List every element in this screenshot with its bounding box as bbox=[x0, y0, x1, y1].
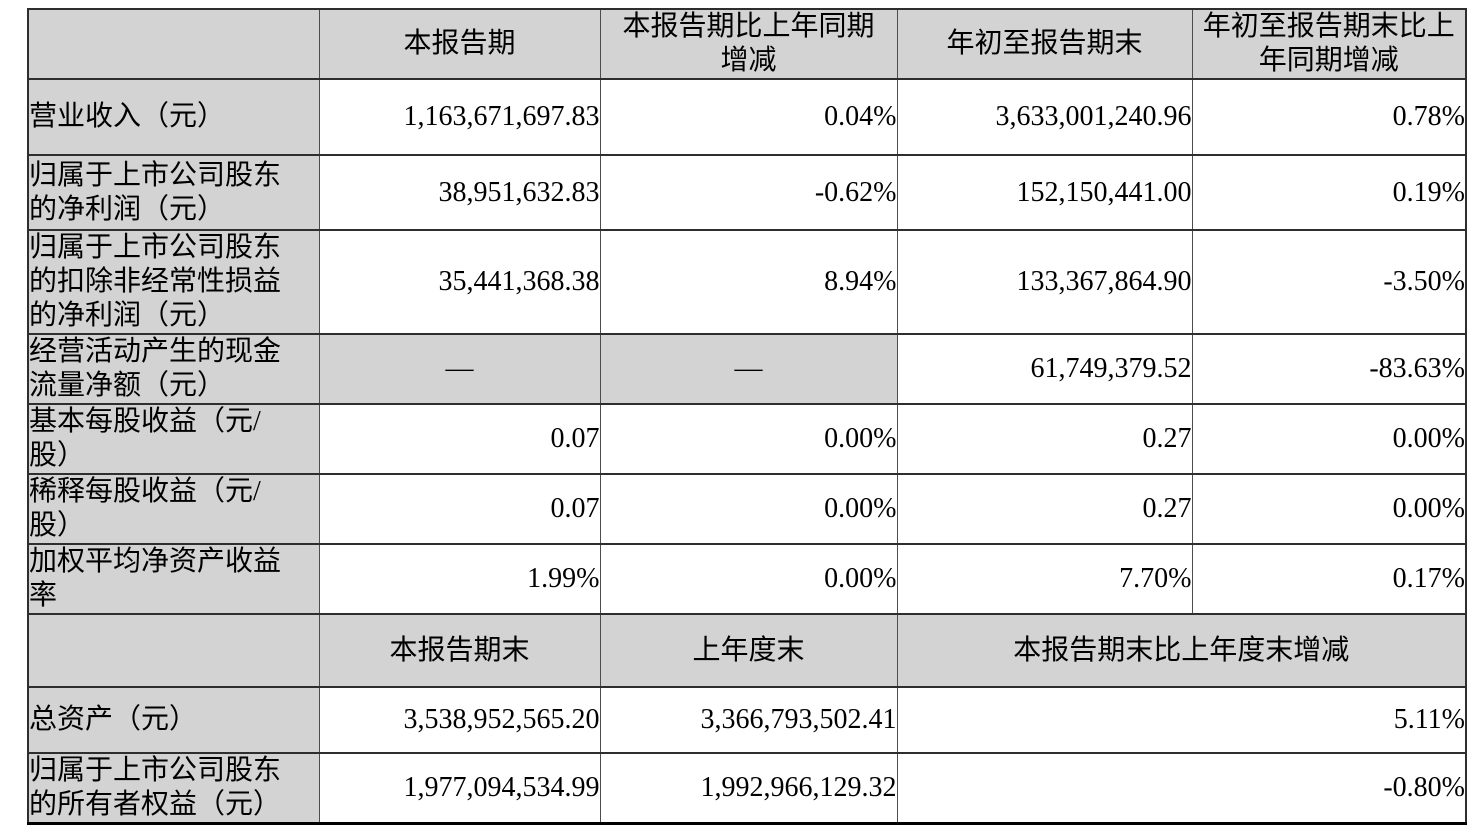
cell-value: -83.63% bbox=[1191, 333, 1467, 405]
header-end-of-last-year: 上年度末 bbox=[599, 613, 898, 688]
cell-value: -0.62% bbox=[599, 154, 898, 231]
cell-value: 8.94% bbox=[599, 229, 898, 335]
row-label: 归属于上市公司股东 的扣除非经常性损益 的净利润（元） bbox=[27, 229, 320, 335]
cell-value: 0.17% bbox=[1191, 543, 1467, 615]
cell-value: 7.70% bbox=[896, 543, 1193, 615]
cell-value: 0.00% bbox=[599, 473, 898, 545]
row-label: 经营活动产生的现金 流量净额（元） bbox=[27, 333, 320, 405]
cell-value: -3.50% bbox=[1191, 229, 1467, 335]
cell-value: 133,367,864.90 bbox=[896, 229, 1193, 335]
corner-cell bbox=[27, 613, 320, 688]
row-label: 营业收入（元） bbox=[27, 78, 320, 156]
header-end-of-period: 本报告期末 bbox=[318, 613, 601, 688]
cell-dash: — bbox=[318, 333, 601, 405]
row-label: 总资产（元） bbox=[27, 686, 320, 754]
row-weighted-roe: 加权平均净资产收益 率 1.99% 0.00% 7.70% 0.17% bbox=[27, 543, 1467, 615]
cell-value: 0.00% bbox=[1191, 473, 1467, 545]
cell-value: 0.07 bbox=[318, 473, 601, 545]
cell-value: 0.27 bbox=[896, 403, 1193, 475]
cell-value: 0.04% bbox=[599, 78, 898, 156]
corner-cell bbox=[27, 8, 320, 80]
row-label: 归属于上市公司股东 的所有者权益（元） bbox=[27, 752, 320, 825]
header-ytd-yoy-change: 年初至报告期末比上 年同期增减 bbox=[1191, 8, 1467, 80]
cell-value: 152,150,441.00 bbox=[896, 154, 1193, 231]
cell-value: 0.07 bbox=[318, 403, 601, 475]
cell-value: 3,366,793,502.41 bbox=[599, 686, 898, 754]
cell-value: 0.00% bbox=[599, 543, 898, 615]
header-change-vs-last-year-end: 本报告期末比上年度末增减 bbox=[896, 613, 1467, 688]
cell-value: -0.80% bbox=[896, 752, 1467, 825]
cell-value: 3,633,001,240.96 bbox=[896, 78, 1193, 156]
row-basic-eps: 基本每股收益（元/ 股） 0.07 0.00% 0.27 0.00% bbox=[27, 403, 1467, 475]
section2-header-row: 本报告期末 上年度末 本报告期末比上年度末增减 bbox=[27, 613, 1467, 688]
row-diluted-eps: 稀释每股收益（元/ 股） 0.07 0.00% 0.27 0.00% bbox=[27, 473, 1467, 545]
row-total-assets: 总资产（元） 3,538,952,565.20 3,366,793,502.41… bbox=[27, 686, 1467, 754]
row-operating-cash-flow: 经营活动产生的现金 流量净额（元） — — 61,749,379.52 -83.… bbox=[27, 333, 1467, 405]
cell-value: 1,163,671,697.83 bbox=[318, 78, 601, 156]
cell-value: 0.78% bbox=[1191, 78, 1467, 156]
cell-dash: — bbox=[599, 333, 898, 405]
cell-value: 3,538,952,565.20 bbox=[318, 686, 601, 754]
section1-header-row: 本报告期 本报告期比上年同期 增减 年初至报告期末 年初至报告期末比上 年同期增… bbox=[27, 8, 1467, 80]
row-label: 加权平均净资产收益 率 bbox=[27, 543, 320, 615]
row-label: 基本每股收益（元/ 股） bbox=[27, 403, 320, 475]
cell-value: 61,749,379.52 bbox=[896, 333, 1193, 405]
financial-summary-table: 本报告期 本报告期比上年同期 增减 年初至报告期末 年初至报告期末比上 年同期增… bbox=[27, 8, 1467, 825]
cell-value: 38,951,632.83 bbox=[318, 154, 601, 231]
header-current-period: 本报告期 bbox=[318, 8, 601, 80]
cell-value: 0.19% bbox=[1191, 154, 1467, 231]
row-equity: 归属于上市公司股东 的所有者权益（元） 1,977,094,534.99 1,9… bbox=[27, 752, 1467, 825]
row-revenue: 营业收入（元） 1,163,671,697.83 0.04% 3,633,001… bbox=[27, 78, 1467, 156]
row-label: 归属于上市公司股东 的净利润（元） bbox=[27, 154, 320, 231]
cell-value: 0.00% bbox=[599, 403, 898, 475]
cell-value: 5.11% bbox=[896, 686, 1467, 754]
header-yoy-change: 本报告期比上年同期 增减 bbox=[599, 8, 898, 80]
header-ytd: 年初至报告期末 bbox=[896, 8, 1193, 80]
row-net-profit-excl-nonrecurring: 归属于上市公司股东 的扣除非经常性损益 的净利润（元） 35,441,368.3… bbox=[27, 229, 1467, 335]
cell-value: 1,977,094,534.99 bbox=[318, 752, 601, 825]
row-label: 稀释每股收益（元/ 股） bbox=[27, 473, 320, 545]
cell-value: 1,992,966,129.32 bbox=[599, 752, 898, 825]
cell-value: 35,441,368.38 bbox=[318, 229, 601, 335]
cell-value: 1.99% bbox=[318, 543, 601, 615]
cell-value: 0.00% bbox=[1191, 403, 1467, 475]
cell-value: 0.27 bbox=[896, 473, 1193, 545]
row-net-profit: 归属于上市公司股东 的净利润（元） 38,951,632.83 -0.62% 1… bbox=[27, 154, 1467, 231]
